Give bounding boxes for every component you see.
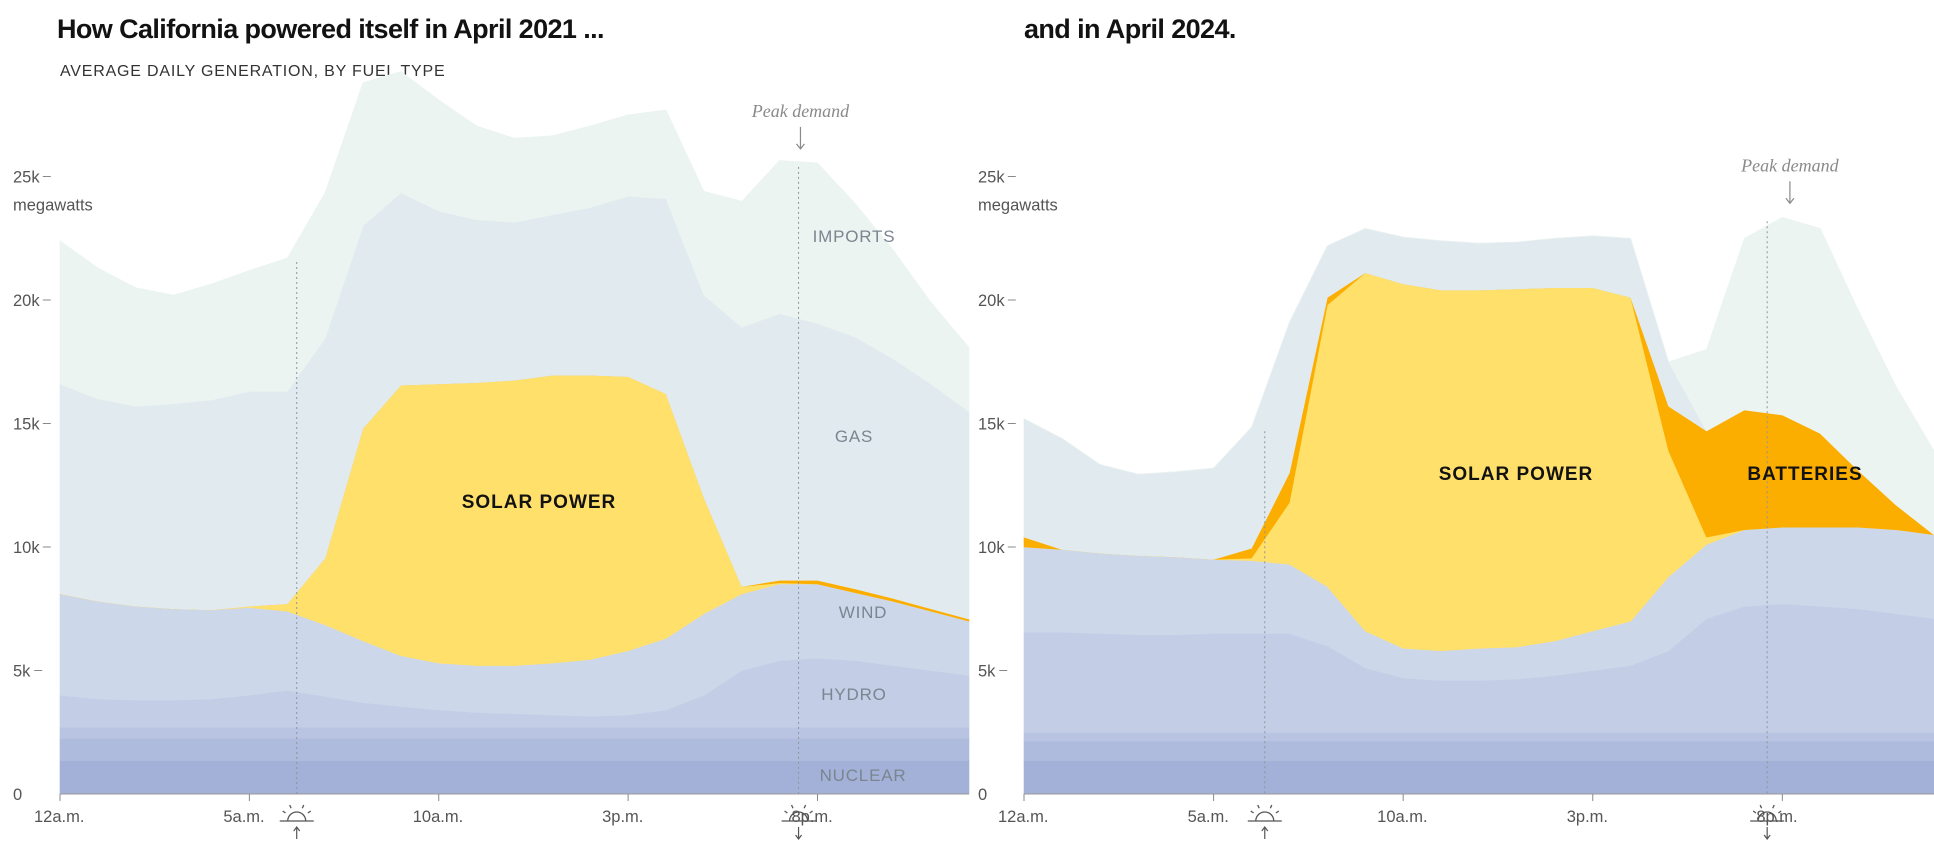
left-y-tick-label: 5k bbox=[13, 663, 31, 681]
right-label-batteries: BATTERIES bbox=[1747, 464, 1862, 485]
left-y-tick-label: 20k bbox=[13, 292, 40, 310]
right-y-tick-label: 10k bbox=[978, 539, 1005, 557]
left-sunset-icon bbox=[781, 804, 816, 840]
right-sunrise-icon bbox=[1247, 804, 1282, 839]
right-peak-demand-label: Peak demand bbox=[1740, 155, 1839, 175]
left-area-other2 bbox=[59, 727, 970, 739]
left-x-tick-label: 3p.m. bbox=[602, 808, 643, 826]
left-x-tick-label: 5a.m. bbox=[223, 808, 264, 826]
left-chart-panel: 0 5k 10k 15k 20k 25k megawatts 12a.m. 5a.m. 10a.m… bbox=[13, 71, 970, 840]
right-chart-title: and in April 2024. bbox=[1024, 14, 1236, 44]
right-y-tick-label: 20k bbox=[978, 292, 1005, 310]
left-chart-subtitle: AVERAGE DAILY GENERATION, BY FUEL TYPE bbox=[60, 63, 446, 80]
right-y-tick-label: 15k bbox=[978, 416, 1005, 434]
right-x-tick-label: 12a.m. bbox=[998, 808, 1048, 826]
left-peak-demand-label: Peak demand bbox=[751, 101, 850, 121]
left-peak-demand-arrowhead bbox=[795, 143, 805, 150]
left-label-wind: WIND bbox=[839, 603, 888, 622]
left-label-imports: IMPORTS bbox=[813, 227, 896, 246]
right-area-other1 bbox=[1023, 740, 1934, 761]
right-x-tick-label: 10a.m. bbox=[1377, 808, 1427, 826]
right-area-other2 bbox=[1023, 732, 1934, 742]
right-y-unit-label: megawatts bbox=[978, 197, 1058, 215]
left-y-tick-label: 25k bbox=[13, 169, 40, 187]
left-x-tick-label: 10a.m. bbox=[413, 808, 463, 826]
right-x-tick-label: 3p.m. bbox=[1567, 808, 1608, 826]
left-label-gas: GAS bbox=[835, 427, 873, 446]
right-chart-panel: 0 5k 10k 15k 20k 25k megawatts 12a.m. 5a.m. 10a.m… bbox=[978, 155, 1934, 840]
right-peak-demand-arrowhead bbox=[1785, 197, 1795, 205]
right-y-tick-label: 25k bbox=[978, 169, 1005, 187]
left-area-other1 bbox=[59, 738, 970, 761]
left-y-unit-label: megawatts bbox=[13, 197, 93, 215]
left-label-nuclear: NUCLEAR bbox=[820, 766, 907, 785]
left-y-tick-label: 0 bbox=[13, 786, 22, 804]
right-sunset-icon bbox=[1750, 804, 1785, 840]
right-label-solar: SOLAR POWER bbox=[1439, 464, 1594, 485]
right-x-tick-label: 5a.m. bbox=[1188, 808, 1229, 826]
left-chart-title: How California powered itself in April 2… bbox=[57, 14, 605, 44]
left-y-tick-label: 10k bbox=[13, 539, 40, 557]
left-y-tick-label: 15k bbox=[13, 416, 40, 434]
left-label-solar: SOLAR POWER bbox=[462, 492, 617, 513]
left-area-imports bbox=[59, 71, 970, 413]
right-y-tick-label: 5k bbox=[978, 663, 996, 681]
right-x-tick-label: 8p.m. bbox=[1756, 808, 1797, 826]
left-label-hydro: HYDRO bbox=[821, 685, 886, 704]
right-area-imports bbox=[1023, 216, 1934, 536]
right-area-nuclear bbox=[1023, 760, 1934, 795]
right-y-tick-label: 0 bbox=[978, 786, 987, 804]
left-sunrise-icon bbox=[279, 804, 314, 839]
left-x-tick-label: 12a.m. bbox=[34, 808, 84, 826]
